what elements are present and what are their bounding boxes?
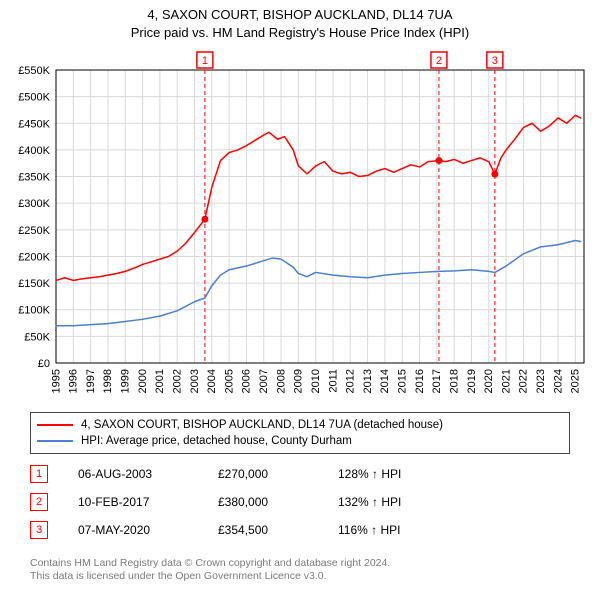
svg-text:£500K: £500K xyxy=(18,92,50,104)
svg-text:2013: 2013 xyxy=(362,369,374,393)
svg-text:2017: 2017 xyxy=(431,369,443,393)
svg-text:2014: 2014 xyxy=(379,369,391,393)
sales-date-2: 10-FEB-2017 xyxy=(78,495,218,509)
chart-title: 4, SAXON COURT, BISHOP AUCKLAND, DL14 7U… xyxy=(0,0,600,42)
svg-text:£50K: £50K xyxy=(24,331,50,343)
svg-text:1999: 1999 xyxy=(120,369,132,393)
svg-text:2011: 2011 xyxy=(327,369,339,393)
svg-text:£300K: £300K xyxy=(18,198,50,210)
svg-text:2000: 2000 xyxy=(137,369,149,393)
legend-label-1: 4, SAXON COURT, BISHOP AUCKLAND, DL14 7U… xyxy=(81,419,443,431)
svg-text:2001: 2001 xyxy=(154,369,166,393)
svg-text:2015: 2015 xyxy=(397,369,409,393)
legend-swatch-1 xyxy=(37,424,73,426)
sales-badge-3: 3 xyxy=(30,521,48,539)
legend-item-2: HPI: Average price, detached house, Coun… xyxy=(37,433,563,449)
svg-text:2008: 2008 xyxy=(275,369,287,393)
footer-line-1: Contains HM Land Registry data © Crown c… xyxy=(30,557,390,571)
svg-text:£250K: £250K xyxy=(18,225,50,237)
footer: Contains HM Land Registry data © Crown c… xyxy=(30,557,390,584)
svg-text:2009: 2009 xyxy=(293,369,305,393)
legend-swatch-2 xyxy=(37,440,73,442)
page: 4, SAXON COURT, BISHOP AUCKLAND, DL14 7U… xyxy=(0,0,600,590)
sales-row-3: 3 07-MAY-2020 £354,500 116% ↑ HPI xyxy=(30,516,458,544)
svg-text:2012: 2012 xyxy=(345,369,357,393)
sales-row-2: 2 10-FEB-2017 £380,000 132% ↑ HPI xyxy=(30,488,458,516)
svg-text:2020: 2020 xyxy=(483,369,495,393)
svg-text:2023: 2023 xyxy=(535,369,547,393)
svg-text:2024: 2024 xyxy=(552,369,564,393)
sales-pct-2: 132% ↑ HPI xyxy=(338,495,458,509)
sales-badge-1: 1 xyxy=(30,465,48,483)
svg-text:£150K: £150K xyxy=(18,278,50,290)
svg-text:2021: 2021 xyxy=(500,369,512,393)
sales-price-3: £354,500 xyxy=(218,523,338,537)
svg-text:2: 2 xyxy=(436,55,442,67)
svg-text:2007: 2007 xyxy=(258,369,270,393)
svg-text:2022: 2022 xyxy=(518,369,530,393)
svg-text:1995: 1995 xyxy=(50,369,62,393)
title-line-1: 4, SAXON COURT, BISHOP AUCKLAND, DL14 7U… xyxy=(0,6,600,24)
svg-text:£0: £0 xyxy=(38,358,50,370)
svg-text:2005: 2005 xyxy=(223,369,235,393)
sales-table: 1 06-AUG-2003 £270,000 128% ↑ HPI 2 10-F… xyxy=(30,460,458,544)
legend-label-2: HPI: Average price, detached house, Coun… xyxy=(81,435,352,447)
svg-text:2018: 2018 xyxy=(448,369,460,393)
legend-item-1: 4, SAXON COURT, BISHOP AUCKLAND, DL14 7U… xyxy=(37,417,563,433)
svg-text:£550K: £550K xyxy=(18,65,50,77)
svg-text:2016: 2016 xyxy=(414,369,426,393)
chart: £0 £50K £100K £150K £200K £250K £300K £350K £400… xyxy=(8,48,592,403)
svg-text:1997: 1997 xyxy=(85,369,97,393)
sales-date-1: 06-AUG-2003 xyxy=(78,467,218,481)
legend: 4, SAXON COURT, BISHOP AUCKLAND, DL14 7U… xyxy=(30,412,570,454)
sales-date-3: 07-MAY-2020 xyxy=(78,523,218,537)
svg-text:£200K: £200K xyxy=(18,251,50,263)
svg-text:£100K: £100K xyxy=(18,305,50,317)
sales-pct-1: 128% ↑ HPI xyxy=(338,467,458,481)
svg-text:3: 3 xyxy=(492,55,498,67)
svg-text:2010: 2010 xyxy=(310,369,322,393)
sales-row-1: 1 06-AUG-2003 £270,000 128% ↑ HPI xyxy=(30,460,458,488)
sales-pct-3: 116% ↑ HPI xyxy=(338,523,458,537)
sales-price-1: £270,000 xyxy=(218,467,338,481)
sales-price-2: £380,000 xyxy=(218,495,338,509)
title-line-2: Price paid vs. HM Land Registry's House … xyxy=(0,24,600,42)
svg-text:1998: 1998 xyxy=(102,369,114,393)
svg-text:£350K: £350K xyxy=(18,172,50,184)
svg-text:2019: 2019 xyxy=(466,369,478,393)
svg-text:£400K: £400K xyxy=(18,145,50,157)
svg-text:£450K: £450K xyxy=(18,118,50,130)
svg-text:2004: 2004 xyxy=(206,369,218,393)
chart-svg: £0 £50K £100K £150K £200K £250K £300K £350K £400… xyxy=(8,48,592,403)
footer-line-2: This data is licensed under the Open Gov… xyxy=(30,570,390,584)
sales-badge-2: 2 xyxy=(30,493,48,511)
svg-text:2025: 2025 xyxy=(570,369,582,393)
svg-text:1: 1 xyxy=(202,55,208,67)
svg-text:2002: 2002 xyxy=(171,369,183,393)
svg-text:2003: 2003 xyxy=(189,369,201,393)
svg-text:1996: 1996 xyxy=(68,369,80,393)
svg-text:2006: 2006 xyxy=(241,369,253,393)
